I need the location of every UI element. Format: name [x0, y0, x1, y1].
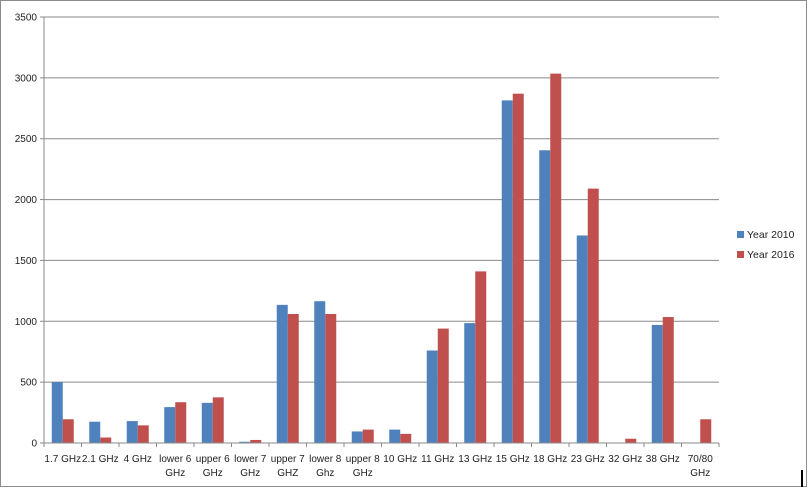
y-tick-label: 3000 — [15, 73, 38, 84]
corner-mark — [801, 470, 803, 487]
bar-year-2016 — [587, 188, 599, 443]
y-axis-tick-labels: 0 500 1000 1500 2000 2500 3000 3500 — [15, 13, 38, 450]
bar-year-2010 — [276, 304, 288, 443]
bar-year-2016 — [250, 439, 262, 443]
x-category-label: 18 GHz — [533, 454, 567, 465]
x-category-label: GHz — [240, 468, 260, 479]
y-tick-label: 2500 — [15, 134, 38, 145]
legend-label: Year 2010 — [747, 229, 795, 241]
x-category-label: GHZ — [277, 468, 298, 479]
x-category-label: 10 GHz — [383, 454, 417, 465]
y-tick-label: 500 — [20, 378, 37, 389]
bar-year-2010 — [239, 441, 251, 443]
y-tick-label: 0 — [31, 439, 37, 450]
x-category-label: upper 8 — [346, 454, 380, 465]
x-category-label: GHz — [690, 468, 710, 479]
bar-year-2016 — [100, 437, 112, 443]
x-category-label: 32 GHz — [608, 454, 642, 465]
legend: Year 2010 Year 2016 — [737, 229, 795, 261]
bar-year-2010 — [51, 382, 63, 443]
bar-year-2016 — [512, 93, 524, 444]
bar-year-2010 — [576, 235, 588, 443]
bar-year-2010 — [464, 323, 476, 443]
x-category-label: Ghz — [316, 468, 334, 479]
x-category-label: 70/80 — [688, 454, 713, 465]
bar-year-2010 — [351, 431, 363, 443]
x-category-label: 2.1 GHz — [82, 454, 119, 465]
x-category-label: upper 7 — [271, 454, 305, 465]
x-category-label: 15 GHz — [496, 454, 530, 465]
x-category-label: 1.7 GHz — [44, 454, 81, 465]
bar-year-2010 — [314, 301, 326, 443]
x-category-label: 11 GHz — [421, 454, 454, 465]
y-tick-label: 2000 — [15, 195, 38, 206]
bar-year-2016 — [625, 438, 637, 443]
x-category-label: lower 6 — [159, 454, 192, 465]
bar-year-2016 — [362, 429, 374, 443]
bar-year-2016 — [62, 419, 74, 443]
bar-year-2010 — [389, 429, 401, 443]
x-category-label: GHz — [165, 468, 185, 479]
bar-year-2010 — [426, 350, 438, 443]
x-category-label: 13 GHz — [458, 454, 492, 465]
bar-year-2016 — [550, 73, 562, 444]
bar-year-2016 — [400, 433, 412, 443]
bar-year-2016 — [212, 397, 224, 443]
bar-year-2016 — [700, 419, 712, 443]
x-category-label: 4 GHz — [124, 454, 152, 465]
bar-year-2016 — [475, 271, 487, 443]
bar-year-2016 — [437, 328, 449, 443]
gridlines — [44, 16, 719, 383]
bar-year-2016 — [325, 313, 337, 443]
legend-swatch — [737, 231, 744, 238]
bar-year-2016 — [662, 317, 674, 443]
bar-year-2010 — [164, 407, 176, 443]
x-category-label: upper 6 — [196, 454, 230, 465]
x-category-label: GHz — [353, 468, 373, 479]
bar-year-2016 — [175, 402, 187, 443]
y-tick-label: 1000 — [15, 317, 38, 328]
bar-year-2010 — [651, 324, 663, 443]
bar-year-2010 — [501, 100, 513, 444]
legend-swatch — [737, 251, 744, 258]
x-category-label: GHz — [203, 468, 223, 479]
bar-year-2010 — [539, 150, 551, 443]
bar-year-2016 — [137, 425, 149, 443]
x-category-label: lower 7 — [234, 454, 267, 465]
legend-label: Year 2016 — [747, 249, 795, 261]
y-tick-label: 1500 — [15, 256, 38, 267]
bars — [51, 73, 712, 444]
y-tick-label: 3500 — [15, 13, 38, 24]
bar-year-2010 — [89, 421, 101, 443]
x-category-label: lower 8 — [309, 454, 342, 465]
x-category-label: 23 GHz — [571, 454, 605, 465]
bar-year-2010 — [126, 421, 138, 443]
bar-year-2016 — [287, 313, 299, 443]
bar-year-2010 — [201, 402, 213, 443]
axes — [40, 16, 720, 447]
x-category-label: 38 GHz — [646, 454, 680, 465]
